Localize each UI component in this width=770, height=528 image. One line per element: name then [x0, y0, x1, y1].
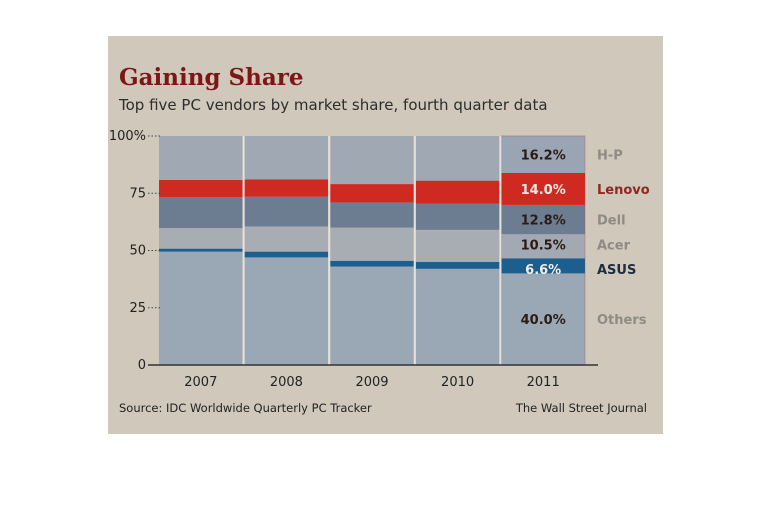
chart-subtitle: Top five PC vendors by market share, fou…	[118, 96, 548, 114]
y-tick-label-50: 50	[129, 244, 146, 259]
vendor-label-lenovo: Lenovo	[597, 183, 650, 198]
bar-acer-2008	[244, 226, 329, 252]
y-tick-label-100: 100%	[109, 129, 146, 144]
y-tick-label-25: 25	[129, 301, 146, 316]
x-axis: 2007 2008 2009 2010 2011	[148, 364, 598, 390]
chart-title: Gaining Share	[119, 64, 304, 91]
bar-asus-2007	[159, 248, 243, 252]
bar-dell-2007	[159, 197, 243, 229]
bar-acer-2010	[415, 229, 500, 262]
vendor-label-h-p: H-P	[597, 148, 623, 163]
vendor-label-asus: ASUS	[597, 263, 636, 278]
bars-group	[159, 135, 586, 366]
bar-others-2007	[159, 251, 243, 365]
pct-label-lenovo: 14.0%	[521, 183, 566, 198]
pct-label-others: 40.0%	[521, 313, 566, 328]
bar-h-p-2007	[159, 136, 243, 180]
bar-asus-2010	[415, 261, 500, 269]
bar-acer-2011	[501, 234, 585, 259]
bar-others-2011	[501, 273, 585, 365]
x-tick-label-2009: 2009	[355, 375, 388, 390]
vendor-label-others: Others	[597, 313, 647, 328]
bar-asus-2009	[330, 260, 414, 267]
bar-dell-2011	[501, 204, 585, 235]
bar-lenovo-2008	[244, 179, 329, 197]
bar-lenovo-2010	[415, 180, 500, 204]
x-tick-label-2011: 2011	[527, 375, 560, 390]
bar-others-2010	[415, 268, 500, 365]
bar-lenovo-2011	[501, 172, 585, 205]
y-tick-label-0: 0	[138, 358, 146, 373]
bar-h-p-2008	[244, 136, 329, 180]
bar-asus-2008	[244, 251, 329, 258]
pct-label-asus: 6.6%	[525, 263, 561, 278]
bar-others-2009	[330, 266, 414, 365]
bar-h-p-2010	[415, 136, 500, 181]
grid-lines	[148, 135, 502, 366]
bar-asus-2011	[501, 258, 585, 274]
credit-note: The Wall Street Journal	[515, 401, 647, 415]
source-note: Source: IDC Worldwide Quarterly PC Track…	[119, 401, 372, 415]
vendor-label-acer: Acer	[597, 238, 631, 253]
vendor-label-dell: Dell	[597, 214, 626, 229]
bar-h-p-2011	[501, 135, 585, 173]
bar-others-2008	[244, 257, 329, 365]
pct-label-h-p: 16.2%	[521, 148, 566, 163]
bar-lenovo-2009	[330, 184, 414, 203]
value-labels: 16.2% H-P 14.0% Lenovo 12.8% Dell 10.5% Acer 6.6…	[521, 148, 650, 328]
bar-h-p-2009	[330, 136, 414, 185]
x-tick-label-2007: 2007	[184, 375, 217, 390]
y-axis: 0 25 50 75 100%	[109, 129, 146, 373]
x-tick-label-2008: 2008	[270, 375, 303, 390]
bar-dell-2010	[415, 203, 500, 230]
stacked-bar-chart: Gaining Share Top five PC vendors by mar…	[109, 64, 650, 415]
chart-card: Gaining Share Top five PC vendors by mar…	[108, 36, 663, 434]
pct-label-acer: 10.5%	[521, 238, 566, 253]
bar-lenovo-2007	[159, 179, 243, 198]
x-tick-label-2010: 2010	[441, 375, 474, 390]
y-tick-label-75: 75	[129, 186, 146, 201]
bar-dell-2009	[330, 202, 414, 228]
bar-dell-2008	[244, 196, 329, 227]
bar-acer-2009	[330, 227, 414, 261]
bar-acer-2007	[159, 228, 243, 249]
pct-label-dell: 12.8%	[521, 214, 566, 229]
